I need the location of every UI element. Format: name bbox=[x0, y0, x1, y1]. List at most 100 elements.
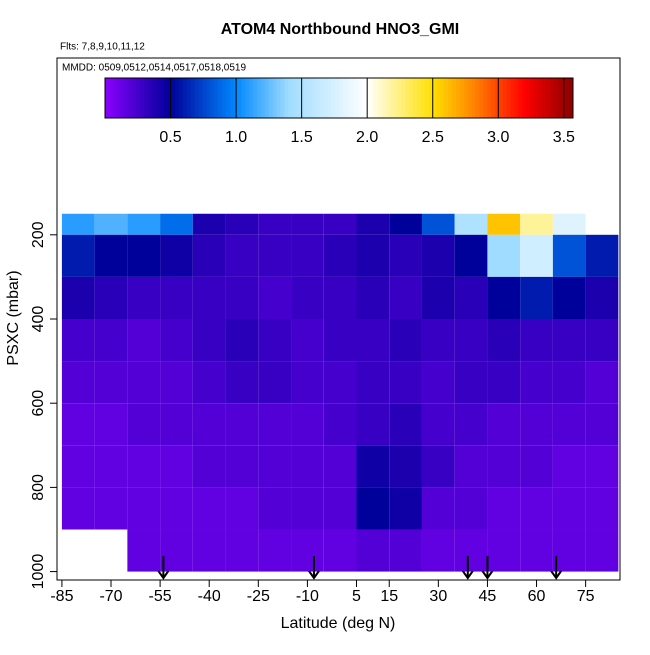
heat-cell bbox=[94, 276, 128, 319]
colorbar-segment bbox=[335, 78, 340, 118]
colorbar-segment bbox=[569, 78, 574, 118]
heat-cell bbox=[585, 319, 619, 362]
heat-cell bbox=[585, 361, 619, 404]
heat-cell bbox=[389, 529, 422, 572]
heat-cell bbox=[61, 403, 95, 446]
heat-cell bbox=[487, 487, 521, 530]
heat-cell bbox=[454, 361, 488, 404]
colorbar-segment bbox=[225, 78, 231, 118]
heat-cell bbox=[520, 234, 553, 277]
colorbar-segment bbox=[448, 78, 453, 118]
colorbar-segment bbox=[530, 78, 535, 118]
heat-cell bbox=[192, 487, 226, 530]
heat-cell bbox=[160, 529, 193, 572]
heat-cell bbox=[192, 276, 226, 319]
colorbar-segment bbox=[144, 78, 149, 118]
colorbar-segment bbox=[424, 78, 430, 118]
colorbar-segment bbox=[491, 78, 496, 118]
heat-cell bbox=[160, 276, 193, 319]
colorbar-segment bbox=[545, 78, 551, 118]
heat-cell bbox=[291, 445, 324, 488]
heat-cell bbox=[225, 529, 259, 572]
colorbar-segment bbox=[159, 78, 164, 118]
heat-cell bbox=[127, 487, 161, 530]
heat-cell bbox=[94, 234, 128, 277]
heat-cell bbox=[291, 487, 324, 530]
colorbar-segment bbox=[253, 78, 258, 118]
heat-cell bbox=[323, 403, 357, 446]
heat-cell bbox=[487, 361, 521, 404]
colorbar-segment bbox=[206, 78, 211, 118]
heat-cell bbox=[160, 445, 193, 488]
colorbar-segment bbox=[510, 78, 515, 118]
y-tick-label: 400 bbox=[30, 306, 47, 333]
colorbar-tick-label: 1.0 bbox=[225, 129, 247, 146]
heat-cell bbox=[389, 213, 422, 235]
heat-cell bbox=[487, 529, 521, 572]
colorbar-segment bbox=[186, 78, 192, 118]
heat-cell bbox=[552, 319, 586, 362]
colorbar-segment bbox=[565, 78, 570, 118]
heat-cell bbox=[356, 319, 390, 362]
heat-cell bbox=[356, 276, 390, 319]
heat-cell bbox=[160, 403, 193, 446]
colorbar-segment bbox=[249, 78, 254, 118]
heat-cell bbox=[94, 361, 128, 404]
heat-cell bbox=[421, 403, 455, 446]
colorbar-segment bbox=[405, 78, 410, 118]
colorbar-segment bbox=[537, 78, 543, 118]
x-tick-label: -70 bbox=[99, 588, 122, 605]
colorbar-segment bbox=[534, 78, 539, 118]
colorbar-segment bbox=[167, 78, 172, 118]
colorbar-segment bbox=[319, 78, 324, 118]
colorbar-segment bbox=[128, 78, 133, 118]
heat-cell bbox=[552, 445, 586, 488]
colorbar-segment bbox=[346, 78, 352, 118]
chart-title: ATOM4 Northbound HNO3_GMI bbox=[221, 21, 460, 38]
x-tick-label: -40 bbox=[198, 588, 221, 605]
colorbar-tick-label: 2.5 bbox=[422, 129, 444, 146]
heat-cell bbox=[192, 213, 226, 235]
heat-cell bbox=[61, 319, 95, 362]
heat-cell bbox=[487, 319, 521, 362]
heat-cell bbox=[389, 276, 422, 319]
colorbar-segment bbox=[506, 78, 512, 118]
heat-cell bbox=[61, 276, 95, 319]
colorbar-segment bbox=[264, 78, 270, 118]
heat-cell bbox=[258, 234, 292, 277]
colorbar-segment bbox=[163, 78, 168, 118]
heat-cell bbox=[225, 276, 259, 319]
colorbar-segment bbox=[393, 78, 398, 118]
colorbar-segment bbox=[549, 78, 554, 118]
colorbar-segment bbox=[553, 78, 558, 118]
colorbar-segment bbox=[300, 78, 305, 118]
heat-cell bbox=[520, 529, 553, 572]
colorbar-segment bbox=[323, 78, 328, 118]
colorbar-segment bbox=[459, 78, 465, 118]
heat-cell bbox=[291, 403, 324, 446]
heat-cell bbox=[454, 276, 488, 319]
colorbar-segment bbox=[389, 78, 395, 118]
subtitle: Flts: 7,8,9,10,11,12 bbox=[60, 42, 145, 53]
colorbar-segment bbox=[463, 78, 469, 118]
x-tick-label: -85 bbox=[50, 588, 73, 605]
colorbar-segment bbox=[385, 78, 391, 118]
x-tick-label: 45 bbox=[479, 588, 497, 605]
heat-cell bbox=[291, 213, 324, 235]
heat-cell bbox=[389, 403, 422, 446]
heat-cell bbox=[160, 234, 193, 277]
y-tick-label: 800 bbox=[30, 474, 47, 501]
heat-cell bbox=[552, 403, 586, 446]
colorbar-segment bbox=[147, 78, 153, 118]
colorbar-segment bbox=[495, 78, 500, 118]
colorbar-segment bbox=[420, 78, 426, 118]
colorbar-segment bbox=[331, 78, 336, 118]
heat-cell bbox=[323, 276, 357, 319]
heat-cell bbox=[291, 234, 324, 277]
heat-cell bbox=[127, 445, 161, 488]
colorbar-segment bbox=[311, 78, 317, 118]
colorbar-segment bbox=[452, 78, 457, 118]
colorbar-segment bbox=[229, 78, 235, 118]
colorbar-segment bbox=[276, 78, 281, 118]
heat-cell bbox=[323, 445, 357, 488]
